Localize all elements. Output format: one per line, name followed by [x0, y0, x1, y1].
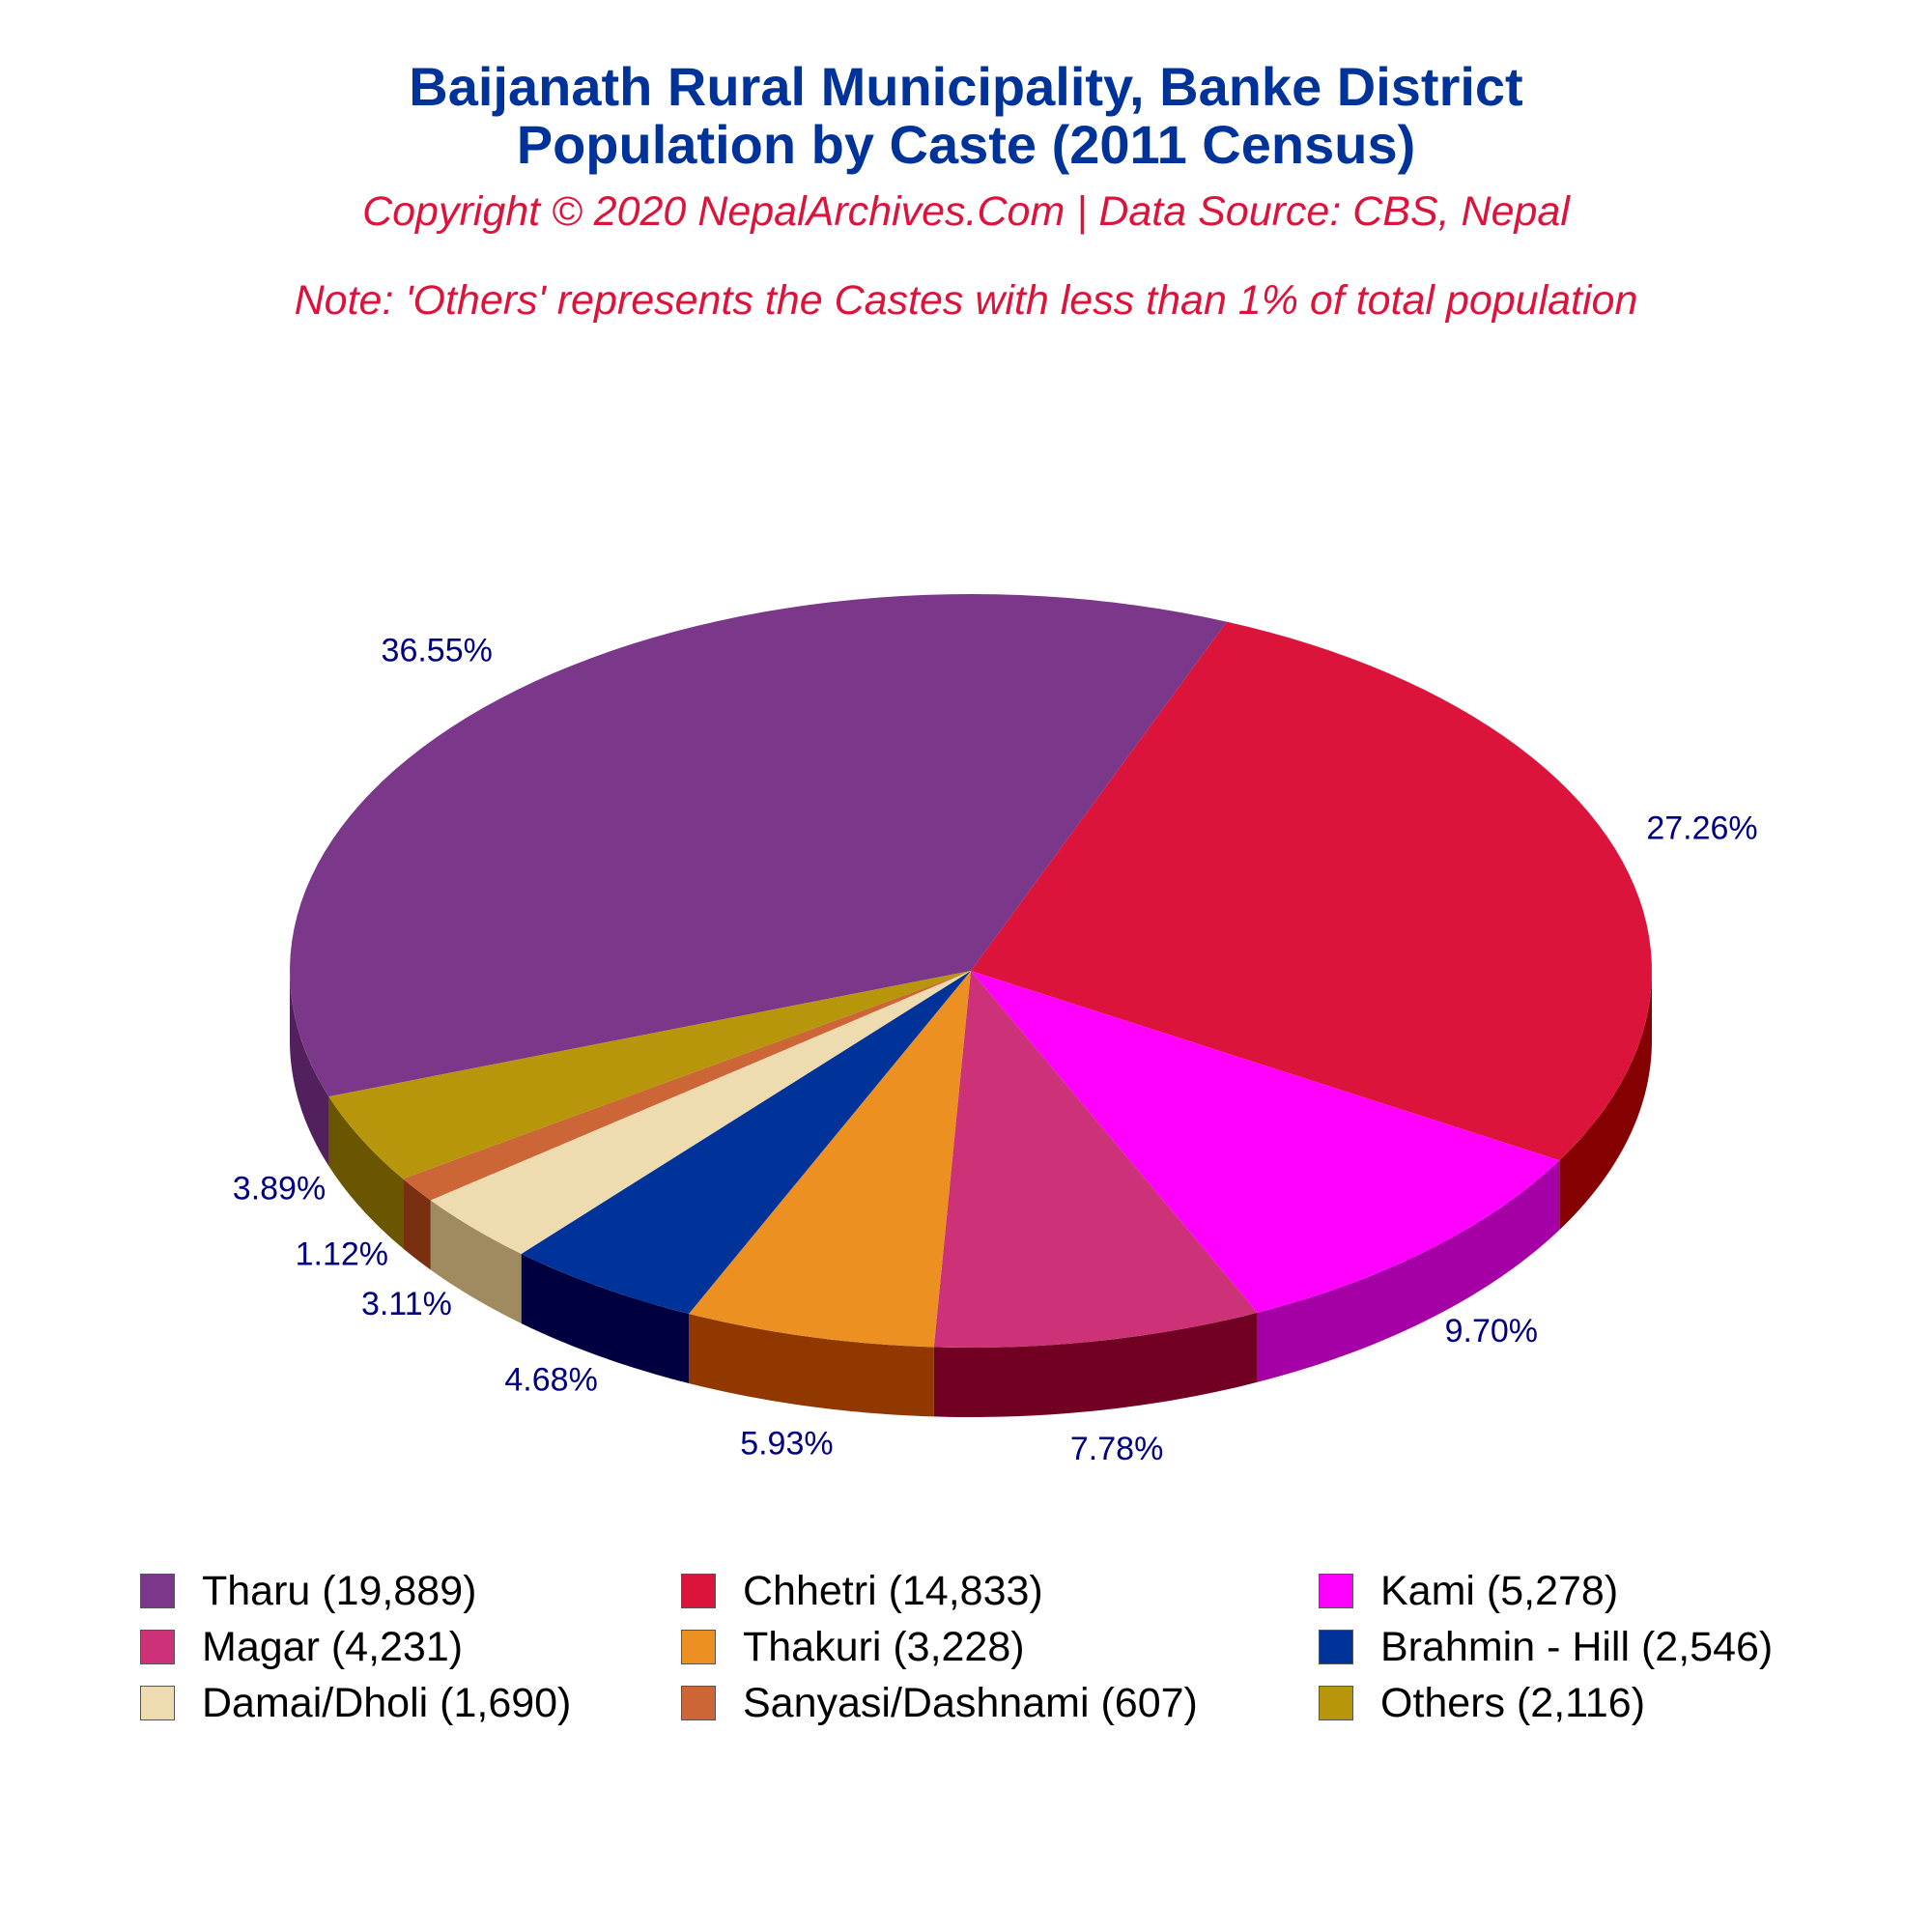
note-text: Note: 'Others' represents the Castes wit… [294, 277, 1638, 324]
legend-label: Brahmin - Hill (2,546) [1380, 1623, 1774, 1670]
pie-slice-sanyasi-dashnami [403, 971, 972, 1201]
pie-slice-damai-dholi [430, 971, 971, 1254]
copyright-text: Copyright © 2020 NepalArchives.Com | Dat… [362, 188, 1570, 235]
legend-label: Chhetri (14,833) [743, 1567, 1043, 1614]
pie-side-tharu [290, 971, 329, 1167]
legend-swatch [681, 1630, 716, 1664]
legend-swatch [1319, 1686, 1353, 1720]
legend-item-kami: Kami (5,278) [1319, 1565, 1860, 1617]
pct-label-others: 3.89% [233, 1171, 326, 1208]
chart-title-line-2: Population by Caste (2011 Census) [516, 114, 1416, 175]
legend-swatch [681, 1574, 716, 1608]
legend-label: Damai/Dholi (1,690) [202, 1679, 572, 1726]
legend-label: Thakuri (3,228) [743, 1623, 1025, 1670]
pct-label-kami: 9.70% [1445, 1313, 1538, 1350]
pie-side-others [328, 1096, 404, 1249]
pct-label-chhetri: 27.26% [1646, 810, 1757, 846]
legend-swatch [1319, 1630, 1353, 1664]
pie-slice-thakuri [689, 971, 971, 1348]
chart-title-line-1: Baijanath Rural Municipality, Banke Dist… [409, 56, 1523, 117]
pie-side-kami [1257, 1160, 1560, 1382]
legend-item-magar: Magar (4,231) [140, 1621, 681, 1673]
pie-slice-magar [933, 971, 1258, 1348]
legend-item-thakuri: Thakuri (3,228) [681, 1621, 1319, 1673]
chart-legend: Tharu (19,889) Chhetri (14,833) Kami (5,27… [140, 1565, 1879, 1729]
pie-side-sanyasi-dashnami [403, 1179, 431, 1270]
legend-item-brahmin-hill: Brahmin - Hill (2,546) [1319, 1621, 1860, 1673]
legend-swatch [140, 1574, 175, 1608]
pie-slice-chhetri [971, 621, 1652, 1161]
pct-label-magar: 7.78% [1070, 1431, 1163, 1467]
legend-swatch [140, 1686, 175, 1720]
pie-side-magar [933, 1312, 1258, 1417]
legend-item-chhetri: Chhetri (14,833) [681, 1565, 1319, 1617]
legend-label: Kami (5,278) [1380, 1567, 1619, 1614]
pct-label-sanyasi-dashnami: 1.12% [296, 1236, 388, 1272]
pct-label-damai-dholi: 3.11% [361, 1286, 452, 1322]
legend-swatch [1319, 1574, 1353, 1608]
pie-slice-others [328, 971, 971, 1179]
pie-slice-tharu [290, 594, 1227, 1097]
legend-label: Others (2,116) [1380, 1679, 1646, 1726]
pie-side-thakuri [689, 1313, 934, 1417]
pct-label-brahmin-hill: 4.68% [504, 1362, 597, 1399]
legend-item-tharu: Tharu (19,889) [140, 1565, 681, 1617]
pie-side-chhetri [1559, 971, 1652, 1231]
pie-side-damai-dholi [430, 1200, 522, 1323]
legend-label: Magar (4,231) [202, 1623, 464, 1670]
pie-percent-labels: 36.55% 27.26% 9.70% 7.78% 5.93% 4.68% 3.11% 1.1… [233, 633, 1758, 1468]
legend-item-sanyasi-dashnami: Sanyasi/Dashnami (607) [681, 1677, 1319, 1729]
pct-label-thakuri: 5.93% [740, 1426, 833, 1463]
pie-slices [290, 594, 1652, 1348]
legend-label: Sanyasi/Dashnami (607) [743, 1679, 1198, 1726]
pie-side-walls [290, 971, 1652, 1417]
legend-label: Tharu (19,889) [202, 1567, 477, 1614]
legend-item-damai-dholi: Damai/Dholi (1,690) [140, 1677, 681, 1729]
legend-swatch [681, 1686, 716, 1720]
legend-item-others: Others (2,116) [1319, 1677, 1860, 1729]
chart-header: Baijanath Rural Municipality, Banke Dist… [0, 58, 1932, 325]
legend-swatch [140, 1630, 175, 1664]
pie-slice-brahmin-hill [521, 971, 971, 1314]
pie-slice-kami [971, 971, 1560, 1313]
pct-label-tharu: 36.55% [382, 633, 493, 669]
pie-side-brahmin-hill [521, 1253, 690, 1383]
